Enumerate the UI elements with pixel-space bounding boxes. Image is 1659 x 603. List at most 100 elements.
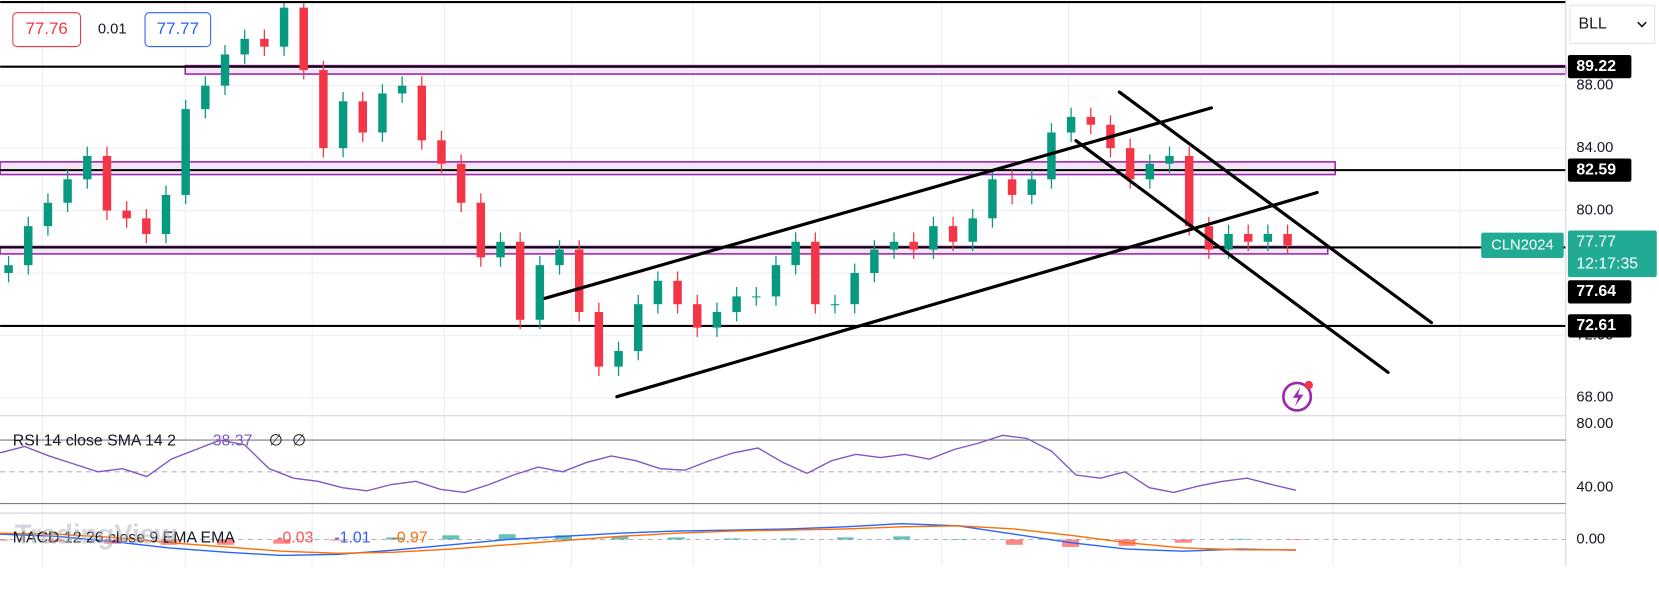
candle-body — [43, 202, 53, 227]
candle-body — [1283, 233, 1292, 246]
candle-body — [594, 311, 604, 367]
macd-histogram — [329, 539, 347, 541]
y-tick-label: 68.00 — [1576, 390, 1613, 406]
macd-legend-value: -0.97 — [392, 530, 428, 547]
candle-body — [968, 218, 977, 242]
candle-body — [456, 163, 466, 203]
rsi-legend-extra: ∅ — [269, 432, 283, 449]
candle-body — [811, 241, 820, 305]
candle-body — [338, 101, 348, 149]
candle-body — [693, 304, 702, 328]
candle-body — [358, 101, 367, 133]
macd-histogram — [836, 537, 854, 540]
macd-histogram — [442, 535, 460, 540]
candle-body — [791, 241, 800, 266]
macd-histogram — [1174, 539, 1192, 543]
icon-ring — [1282, 381, 1313, 412]
candle-body — [319, 70, 328, 149]
candle-body — [634, 304, 643, 352]
candle-body — [1145, 163, 1155, 180]
y-tick-label: 80.00 — [1576, 416, 1613, 432]
candle-body — [515, 241, 525, 320]
chevron — [1637, 21, 1647, 28]
price-tag — [1567, 230, 1657, 278]
candle-body — [63, 179, 72, 203]
macd-histogram — [949, 539, 967, 541]
candle-body — [673, 280, 682, 305]
macd-histogram — [1005, 539, 1023, 545]
candle-body — [417, 85, 427, 141]
alert-icon[interactable] — [1282, 380, 1313, 412]
macd-histogram — [498, 534, 516, 540]
candle-body — [988, 179, 997, 219]
candle-body — [535, 265, 545, 320]
level-tag — [1567, 280, 1632, 304]
trend-line[interactable] — [1074, 139, 1390, 374]
candle-body — [299, 7, 308, 71]
quote-box[interactable]: 77.76 0.01 77.77 — [12, 12, 212, 48]
watermark: TradingView — [15, 519, 177, 550]
candle-body — [1086, 116, 1096, 125]
candle-body — [378, 93, 387, 133]
account-dropdown[interactable]: BLL — [1569, 4, 1656, 44]
macd-histogram — [1287, 539, 1305, 541]
level-tag-label: 72.61 — [1576, 317, 1616, 334]
bid-box[interactable] — [12, 12, 82, 48]
macd-line — [0, 522, 1297, 557]
macd-histogram — [724, 538, 742, 540]
candle-body — [1007, 179, 1017, 195]
candle-body — [752, 296, 761, 298]
icon-bolt — [1292, 387, 1304, 407]
macd-histogram — [47, 539, 65, 542]
candle-body — [24, 226, 33, 266]
signal-line — [0, 525, 1297, 554]
candle-body — [4, 265, 13, 273]
candle-body — [830, 304, 840, 306]
macd-histogram — [1231, 538, 1249, 540]
candle-body — [279, 7, 289, 47]
y-tick-label: 88.00 — [1576, 78, 1613, 94]
macd-histogram — [667, 537, 685, 540]
macd-legend-value: -0.03 — [277, 530, 313, 547]
candle-body — [889, 241, 899, 250]
candle-body — [1224, 233, 1233, 250]
candle-body — [555, 249, 564, 266]
indicators: RSI 14 close SMA 14 2 38.37 ∅ ∅ MACD 12 26 c… — [0, 432, 1566, 557]
trend-line[interactable] — [615, 190, 1319, 399]
icon-dot — [1304, 380, 1313, 390]
candle-body — [1066, 116, 1076, 133]
vertical-grid — [41, 0, 1461, 566]
level-tag-label: 77.64 — [1576, 283, 1616, 300]
account: BLL — [1578, 16, 1606, 33]
macd-histogram — [273, 539, 291, 544]
candle-body — [712, 311, 722, 328]
candle-body — [437, 140, 446, 164]
rsi-line — [0, 434, 1297, 494]
symbol-tag-label: CLN2024 — [1491, 237, 1554, 253]
level-tag-label: 82.59 — [1576, 161, 1616, 178]
candle-body — [948, 226, 958, 242]
candle-body — [850, 272, 859, 305]
zone — [0, 161, 1336, 176]
candle-body — [161, 194, 171, 234]
y-tick-label: 40.00 — [1576, 480, 1613, 496]
trend-line[interactable] — [1117, 90, 1434, 325]
price-axis: 88.0084.0080.0076.0072.0068.0089.2282.59… — [1481, 55, 1657, 547]
candle-body — [1047, 132, 1056, 180]
levels — [0, 65, 1566, 327]
macd-histogram — [555, 535, 573, 540]
candle-body — [260, 38, 269, 47]
bid: 77.76 — [26, 19, 68, 38]
ask-box[interactable] — [144, 12, 212, 48]
macd-legend-value: -1.01 — [334, 530, 370, 547]
trend-line[interactable] — [543, 106, 1213, 300]
candle-body — [397, 85, 407, 94]
candle-body — [870, 249, 879, 273]
candle-body — [240, 38, 249, 55]
y-tick-label: 0.00 — [1576, 531, 1605, 547]
macd-histogram — [893, 536, 911, 540]
candle-body — [614, 351, 623, 367]
candles — [4, 1, 1292, 376]
y-tick-label: 80.00 — [1576, 202, 1613, 218]
